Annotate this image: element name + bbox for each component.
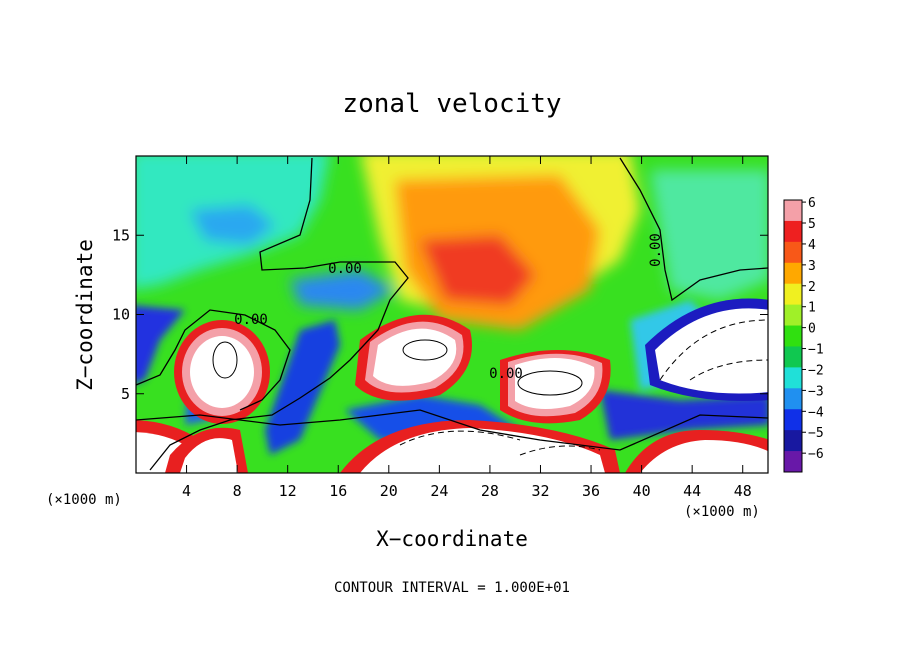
x-tick-label: 48 (734, 482, 752, 500)
zero-contour-upper (149, 157, 409, 471)
y-tick-label: 10 (112, 306, 130, 324)
inner-contours (212, 339, 583, 396)
field-blue-band-right (600, 390, 768, 440)
colorbar-tick-label: −1 (808, 343, 824, 358)
colorbar-tick-label: 3 (808, 259, 816, 274)
x-axis-label: X−coordinate (376, 527, 528, 551)
zero-contours (136, 157, 768, 471)
colorbar-swatch (784, 346, 802, 368)
contour-labels: 0.00 0.00 0.00 0.00 (234, 233, 664, 382)
colorbar-tick-label: −4 (808, 405, 824, 420)
colorbar-swatch (784, 367, 802, 389)
x-tick-label: 8 (233, 482, 242, 500)
colorbar: 6 5 4 3 2 1 0 −1 −2 −3 −4 −5 −6 (783, 196, 824, 473)
zero-contour-left (136, 309, 291, 411)
y-axis-ticks: 5 10 15 (112, 226, 768, 403)
colorbar-swatch (784, 325, 802, 347)
x-tick-label: 44 (683, 482, 701, 500)
field-blue-patch-left (190, 205, 275, 245)
colorbar-tick-label: −2 (808, 363, 824, 378)
contour-interval-text: CONTOUR INTERVAL = 1.000E+01 (334, 580, 570, 596)
colorbar-swatch (784, 430, 802, 452)
colorbar-swatch (784, 220, 802, 243)
colorbar-swatch (784, 409, 802, 431)
x-tick-label: 4 (182, 482, 191, 500)
x-tick-label: 16 (329, 482, 347, 500)
x-tick-label: 24 (430, 482, 448, 500)
contour-label: 0.00 (489, 366, 523, 382)
zero-contour-lower (136, 409, 768, 451)
contour-label: 0.00 (648, 233, 664, 267)
y-tick-label: 15 (112, 226, 130, 244)
colorbar-swatch (784, 200, 802, 222)
x-tick-label: 12 (279, 482, 297, 500)
colorbar-tick-label: 0 (808, 322, 816, 337)
colorbar-tick-label: −5 (808, 426, 824, 441)
positive-region-2 (355, 314, 472, 401)
colorbar-tick-label: 2 (808, 280, 816, 295)
contour-label: 0.00 (234, 312, 268, 328)
field-blue-band-2 (265, 320, 340, 455)
positive-region-lower-3 (340, 420, 620, 473)
colorbar-tick-label: 6 (808, 196, 816, 211)
x-tick-label: 36 (582, 482, 600, 500)
y-tick-label: 5 (121, 385, 130, 403)
colorbar-swatch (784, 388, 802, 410)
colorbar-swatch (784, 451, 802, 473)
field-red-core (420, 235, 535, 305)
positive-region-lower-2 (165, 427, 248, 473)
chart-title: zonal velocity (342, 89, 561, 119)
field-blue-band-left (136, 305, 185, 383)
field-blue-patch-mid (290, 270, 395, 310)
positive-region-1 (174, 320, 270, 424)
colorbar-swatch (784, 304, 802, 327)
plot-area (136, 156, 768, 473)
contour-label: 0.00 (328, 261, 362, 277)
colorbar-frame (783, 199, 803, 473)
x-tick-label: 40 (633, 482, 651, 500)
x-unit-left: (×1000 m) (46, 492, 122, 508)
colorbar-tick-label: 4 (808, 238, 816, 253)
positive-region-lower-right (625, 430, 768, 473)
colorbar-tick-label: −6 (808, 447, 824, 462)
x-tick-label: 20 (380, 482, 398, 500)
colorbar-tick-label: −3 (808, 384, 824, 399)
colorbar-tick-label: 1 (808, 301, 816, 316)
x-tick-label: 32 (531, 482, 549, 500)
x-axis-ticks: 4 8 12 16 20 24 28 32 36 40 44 48 (182, 156, 752, 500)
colorbar-swatch (784, 262, 802, 285)
x-unit-right: (×1000 m) (684, 504, 760, 520)
x-tick-label: 28 (481, 482, 499, 500)
y-axis-label: Z−coordinate (73, 239, 97, 391)
colorbar-tick-label: 5 (808, 217, 816, 232)
zero-contour-right (619, 157, 768, 302)
negative-dashed-contours (399, 319, 768, 456)
field-cyan-upper-right (650, 170, 768, 300)
positive-region-3 (500, 350, 611, 424)
colorbar-swatch (784, 283, 802, 306)
positive-region-4 (645, 298, 768, 401)
colorbar-swatch (784, 241, 802, 264)
